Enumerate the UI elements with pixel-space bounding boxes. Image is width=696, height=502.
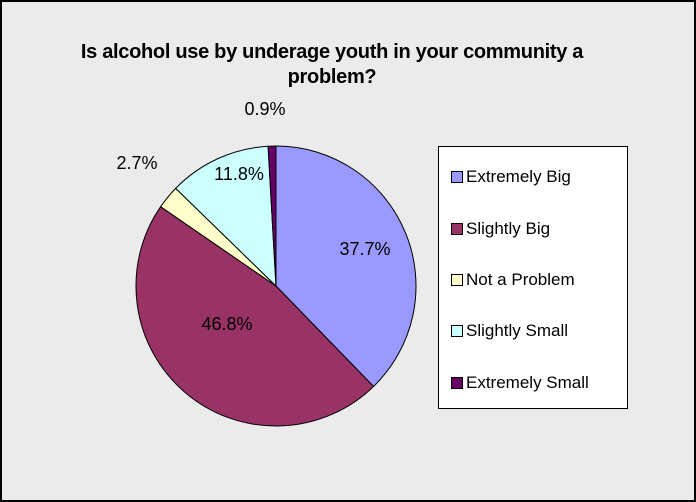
- pie-data-label: 0.9%: [244, 99, 285, 119]
- legend-swatch: [451, 377, 463, 389]
- legend-label: Extremely Big: [466, 167, 571, 186]
- pie-data-label: 11.8%: [214, 164, 264, 184]
- chart-legend: Extremely Big Slightly Big Not a Problem…: [438, 146, 628, 409]
- legend-item-extremely-small: Extremely Small: [451, 373, 589, 393]
- legend-label: Not a Problem: [466, 270, 575, 289]
- pie-slice-slightly-big: [135, 205, 375, 427]
- legend-item-extremely-big: Extremely Big: [451, 167, 571, 187]
- chart-title: Is alcohol use by underage youth in your…: [80, 41, 584, 88]
- legend-label: Extremely Small: [466, 373, 589, 392]
- legend-item-slightly-big: Slightly Big: [451, 219, 550, 239]
- legend-item-slightly-small: Slightly Small: [451, 321, 568, 341]
- legend-item-not-a-problem: Not a Problem: [451, 270, 575, 290]
- pie-data-label: 2.7%: [116, 153, 157, 173]
- legend-swatch: [451, 171, 463, 183]
- pie-slices: [135, 145, 417, 427]
- pie-slice-slightly-small: [174, 145, 277, 288]
- pie-data-label: 37.7%: [339, 239, 390, 259]
- pie-labels: 37.7% 46.8% 2.7% 11.8% 0.9%: [116, 99, 390, 334]
- pie-slice-extremely-big: [275, 145, 417, 388]
- legend-swatch: [451, 274, 463, 286]
- legend-label: Slightly Big: [466, 219, 551, 238]
- pie-slice-extremely-small: [267, 145, 277, 287]
- legend-label: Slightly Small: [466, 321, 569, 340]
- pie-data-label: 46.8%: [201, 314, 252, 334]
- legend-swatch: [451, 223, 463, 235]
- legend-swatch: [451, 325, 463, 337]
